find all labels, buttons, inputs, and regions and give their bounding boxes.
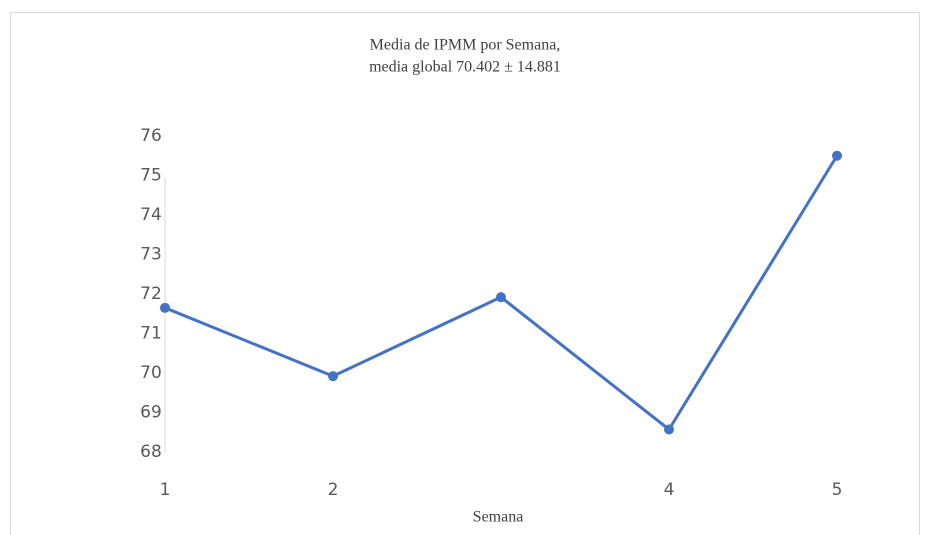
- data-point: [160, 302, 170, 313]
- y-tick-label: 71: [140, 324, 162, 344]
- x-axis-label: Semana: [473, 509, 524, 526]
- data-point: [328, 371, 338, 382]
- x-tick-label: 2: [328, 480, 339, 500]
- y-tick-label: 68: [140, 442, 162, 462]
- chart-title: media global 70.402 ± 14.881: [369, 59, 561, 76]
- y-tick-label: 70: [140, 363, 162, 383]
- y-tick-label: 75: [140, 166, 162, 186]
- y-tick-label: 73: [140, 245, 162, 265]
- x-tick-label: 1: [160, 480, 171, 500]
- chart-frame: [10, 12, 920, 535]
- y-tick-label: 72: [140, 284, 162, 304]
- x-tick-label: 5: [832, 480, 843, 500]
- data-point: [832, 150, 842, 161]
- data-point: [664, 424, 674, 435]
- chart-title: Media de IPMM por Semana,: [370, 37, 561, 54]
- y-tick-label: 76: [140, 126, 162, 146]
- x-tick-label: 4: [664, 480, 675, 500]
- y-tick-label: 69: [140, 403, 162, 423]
- y-tick-label: 74: [140, 205, 162, 225]
- data-point: [496, 292, 506, 303]
